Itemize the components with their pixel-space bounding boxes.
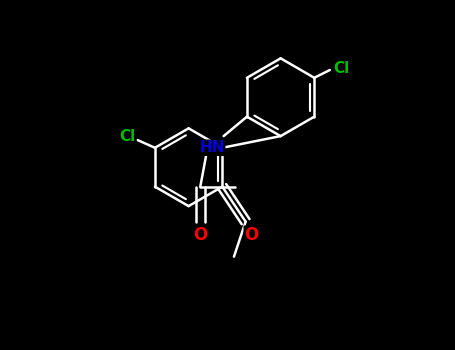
Text: O: O — [244, 226, 258, 244]
Text: O: O — [193, 226, 207, 244]
Text: HN: HN — [199, 140, 225, 155]
Text: Cl: Cl — [120, 128, 136, 143]
Text: Cl: Cl — [334, 61, 349, 76]
